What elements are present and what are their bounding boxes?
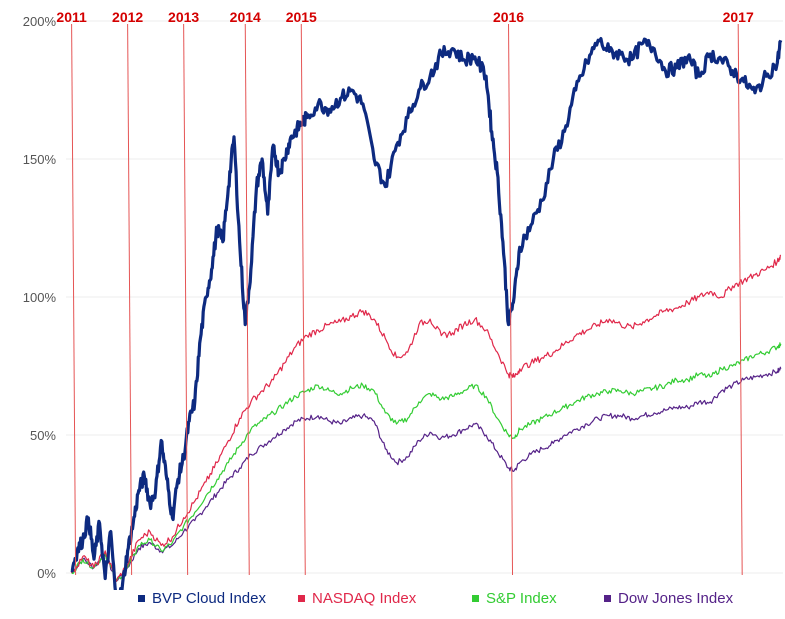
y-tick-label: 150% [23,152,57,167]
legend-swatch-nasdaq [298,595,305,602]
y-tick-label: 200% [23,14,57,29]
year-marker-line [508,23,514,576]
legend-item-nasdaq[interactable]: NASDAQ Index [298,590,416,607]
legend-label-dow: Dow Jones Index [618,590,734,607]
series-line-bvp [70,37,783,590]
year-marker-label: 2012 [112,9,143,25]
year-marker-line [127,23,133,576]
legend-item-dow[interactable]: Dow Jones Index [604,590,733,607]
y-tick-label: 100% [23,290,57,305]
y-tick-label: 50% [30,428,56,443]
series-line-dow [71,366,782,582]
year-marker-label: 2013 [168,9,199,25]
year-marker-label: 2016 [493,9,524,25]
year-marker-line [737,23,743,576]
legend-swatch-sp [472,595,479,602]
year-marker-label: 2011 [56,9,87,25]
series-line-sp [71,342,782,582]
legend-swatch-dow [604,595,611,602]
legend-swatch-bvp [138,595,145,602]
series-line-nasdaq [71,254,782,582]
year-marker-line [300,23,306,576]
legend-label-sp: S&P Index [486,590,557,607]
legend-item-bvp[interactable]: BVP Cloud Index [138,590,266,607]
legend-item-sp[interactable]: S&P Index [472,590,557,607]
year-marker-label: 2015 [286,9,317,25]
year-marker-line [71,23,77,576]
year-marker-line [244,23,250,576]
chart-area: 0% 50% 100% 150% 200% 2011 2012 2013 2014 2015 201… [23,9,783,590]
legend-label-bvp: BVP Cloud Index [152,590,266,607]
y-tick-label: 0% [37,566,56,581]
year-marker-label: 2017 [723,9,754,25]
year-marker-label: 2014 [230,9,261,25]
legend-label-nasdaq: NASDAQ Index [312,590,417,607]
legend: BVP Cloud Index NASDAQ Index S&P Index D… [0,590,785,612]
year-marker-line [183,23,189,576]
